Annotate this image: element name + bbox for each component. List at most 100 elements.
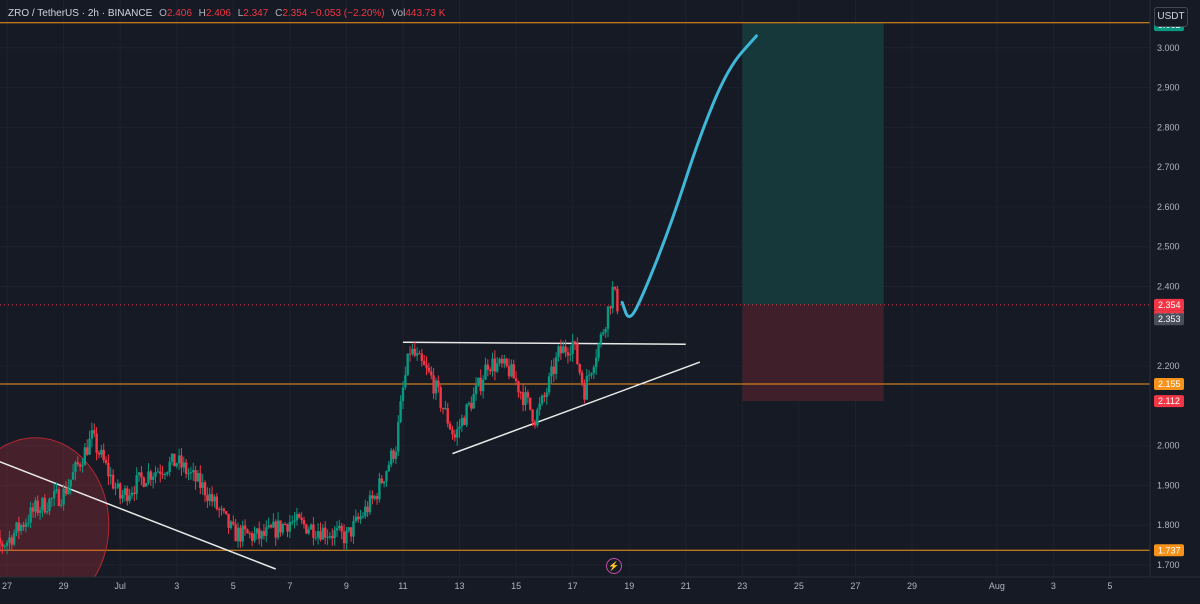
candle-body xyxy=(255,528,259,534)
time-tick-label: 11 xyxy=(398,581,407,591)
candle-body xyxy=(175,463,178,467)
candle-body xyxy=(536,409,539,426)
candle-body xyxy=(114,487,117,489)
candle-body xyxy=(156,471,160,473)
candle-body xyxy=(531,409,534,422)
candle-body xyxy=(215,496,219,509)
candle-body xyxy=(510,364,513,377)
candle-body xyxy=(597,343,600,358)
candle-body xyxy=(67,486,70,494)
candle-body xyxy=(0,538,2,544)
candle-body xyxy=(55,489,58,492)
candle-body xyxy=(599,334,603,344)
candle-body xyxy=(24,523,28,527)
candle-body xyxy=(196,473,200,482)
candle-body xyxy=(328,536,332,538)
candle-body xyxy=(276,520,280,538)
candle-body xyxy=(121,494,124,499)
candle-body xyxy=(137,472,141,476)
candle-body xyxy=(401,387,405,402)
candle-body xyxy=(283,524,287,526)
candle-body xyxy=(399,401,402,423)
candle-body xyxy=(34,500,37,512)
candle-body xyxy=(507,365,511,377)
candle-body xyxy=(321,527,325,540)
time-tick-label: Aug xyxy=(989,581,1005,591)
candle-body xyxy=(342,531,346,544)
candle-body xyxy=(147,471,150,484)
candle-body xyxy=(133,492,136,494)
candle-body xyxy=(446,408,449,424)
candle-body xyxy=(547,376,551,393)
candle-body xyxy=(359,516,362,520)
candle-body xyxy=(418,353,421,355)
candle-body xyxy=(128,495,131,501)
candle-body xyxy=(71,472,75,480)
candles xyxy=(0,280,619,555)
candle-body xyxy=(225,511,228,514)
candle-body xyxy=(168,461,171,473)
time-axis-bg xyxy=(0,577,1150,599)
candle-body xyxy=(5,542,9,546)
candle-body xyxy=(389,450,393,465)
candle-body xyxy=(576,343,579,365)
candle-body xyxy=(498,358,501,364)
candle-body xyxy=(69,479,72,487)
time-tick-label: 29 xyxy=(59,581,69,591)
currency-button[interactable]: USDT xyxy=(1154,7,1188,27)
candle-body xyxy=(385,471,388,482)
candle-body xyxy=(83,447,87,466)
candle-body xyxy=(580,372,584,384)
candle-body xyxy=(142,477,145,487)
candle-body xyxy=(458,426,461,430)
candle-body xyxy=(590,373,593,376)
candle-body xyxy=(354,516,358,522)
candle-body xyxy=(48,498,51,512)
candle-body xyxy=(425,364,428,368)
candle-body xyxy=(90,430,94,439)
candle-body xyxy=(189,472,193,474)
candle-body xyxy=(552,366,555,374)
candle-body xyxy=(460,417,464,427)
candle-body xyxy=(524,392,527,405)
candle-body xyxy=(470,403,473,409)
candle-body xyxy=(272,521,275,528)
candle-body xyxy=(453,434,457,438)
candle-body xyxy=(533,421,537,426)
candle-body xyxy=(340,525,343,532)
candle-body xyxy=(217,508,221,510)
candle-body xyxy=(349,527,353,537)
candle-body xyxy=(123,488,127,495)
candle-body xyxy=(173,453,176,467)
candle-body xyxy=(118,483,122,499)
candle-body xyxy=(326,536,329,538)
candle-body xyxy=(236,527,240,542)
candle-body xyxy=(592,367,596,374)
price-tick-label: 2.500 xyxy=(1157,242,1180,252)
open-label: O xyxy=(159,8,167,19)
time-axis: 27 29 Jul 3 5 7 9 11 13 15 17 19 21 23 25 27 29 Aug 3 5 xyxy=(0,576,1200,599)
candle-body xyxy=(314,537,317,539)
candle-body xyxy=(514,378,518,382)
candle-body xyxy=(472,394,475,409)
candle-body xyxy=(609,306,612,309)
candle-body xyxy=(613,286,617,289)
candle-body xyxy=(184,462,188,474)
candle-body xyxy=(286,524,289,532)
volume-label: Vol xyxy=(391,8,406,19)
candle-body xyxy=(192,470,195,473)
candle-body xyxy=(352,521,355,537)
candle-body xyxy=(27,522,30,524)
price-tick-label: 3.000 xyxy=(1157,43,1180,53)
candle-body xyxy=(368,495,372,513)
close-label: C xyxy=(275,8,283,19)
candle-body xyxy=(545,392,548,397)
candle-body xyxy=(611,286,614,309)
candle-body xyxy=(41,497,44,511)
lightning-icon[interactable]: ⚡ xyxy=(606,558,622,574)
time-tick-label: 21 xyxy=(681,581,691,591)
high-value: 2.406 xyxy=(205,8,231,19)
